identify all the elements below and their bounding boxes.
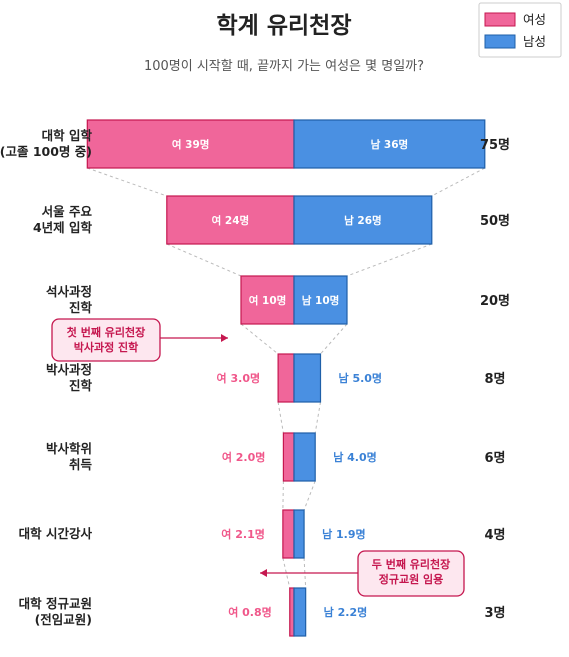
stage-label: 대학 정규교원 (전임교원) xyxy=(19,596,92,627)
stage-label-line: 박사과정 xyxy=(46,362,92,377)
connector-left xyxy=(166,243,242,277)
callout-text-line: 첫 번째 유리천장 xyxy=(67,325,146,339)
stage-1: 여 39명 남 36명 대학 입학 (고졸 100명 중) 75명 xyxy=(0,119,510,169)
stage-4: 여 3.0명 남 5.0명 박사과정 진학 8명 xyxy=(46,353,506,403)
bar-label-female: 여 24명 xyxy=(212,214,250,227)
stage-label-line: 대학 시간강사 xyxy=(19,526,93,541)
legend-swatch-male xyxy=(484,34,516,49)
bar-female xyxy=(166,195,295,245)
callout-box xyxy=(51,318,161,362)
bar-label-female: 여 2.0명 xyxy=(222,450,266,464)
bar-male xyxy=(293,509,305,559)
bar-label-male: 남 4.0명 xyxy=(333,450,377,464)
callout-2: 두 번째 유리천장 정규교원 임용 xyxy=(260,550,465,597)
stage-3: 여 10명 남 10명 석사과정 진학 20명 xyxy=(46,275,510,325)
bar-male xyxy=(293,353,322,403)
stage-label: 석사과정 진학 xyxy=(46,284,93,315)
connector-right xyxy=(431,167,486,197)
legend-label-male: 남성 xyxy=(523,34,546,49)
stage-label: 박사학위 취득 xyxy=(46,441,93,472)
stage-total: 4명 xyxy=(484,527,505,543)
connector-left xyxy=(282,480,284,511)
connector-left xyxy=(282,557,291,589)
bar-label-female: 여 0.8명 xyxy=(228,605,272,619)
stage-label: 박사과정 진학 xyxy=(46,362,93,393)
bar-female xyxy=(240,275,295,325)
stage-6: 여 2.1명 남 1.9명 대학 시간강사 4명 xyxy=(19,509,506,559)
stage-label-line: 진학 xyxy=(69,300,93,315)
stage-label-line: 취득 xyxy=(69,457,93,472)
bar-label-female: 여 3.0명 xyxy=(217,371,261,385)
connector-left xyxy=(277,401,284,434)
bar-label-male: 남 1.9명 xyxy=(322,527,366,541)
callout-text-line: 정규교원 임용 xyxy=(379,572,444,586)
stage-label-line: 4년제 입학 xyxy=(33,220,93,235)
callout-box xyxy=(357,550,465,597)
stage-label: 대학 시간강사 xyxy=(19,526,93,541)
stage-label-line: (전임교원) xyxy=(35,612,92,627)
bar-label-female: 여 39명 xyxy=(172,138,210,151)
bar-female xyxy=(277,353,295,403)
stage-label-line: (고졸 100명 중) xyxy=(0,144,92,159)
connector-right xyxy=(303,557,307,589)
legend-swatch-female xyxy=(484,12,516,27)
stage-total: 50명 xyxy=(480,213,510,229)
bar-female xyxy=(289,587,295,637)
connector-right xyxy=(314,401,321,434)
callout-text: 두 번째 유리천장 정규교원 임용 xyxy=(372,557,451,586)
legend: 여성 남성 xyxy=(478,2,562,58)
stage-label-line: 서울 주요 xyxy=(42,204,93,219)
stage-total: 8명 xyxy=(484,371,505,387)
stage-label-line: 대학 입학 xyxy=(42,128,93,143)
bar-male xyxy=(293,195,433,245)
bar-female xyxy=(282,432,295,482)
funnel-connectors xyxy=(87,167,486,589)
bar-label-male: 남 2.2명 xyxy=(324,605,368,619)
bar-male xyxy=(293,119,486,169)
stage-total: 20명 xyxy=(480,293,510,309)
bar-label-female: 여 2.1명 xyxy=(221,527,265,541)
stage-label-line: 진학 xyxy=(69,378,93,393)
callout-1: 첫 번째 유리천장 박사과정 진학 xyxy=(51,318,228,362)
bar-male xyxy=(293,587,307,637)
chart-title: 학계 유리천장 xyxy=(217,13,352,39)
callout-text-line: 두 번째 유리천장 xyxy=(372,557,451,571)
connector-right xyxy=(346,243,432,277)
stage-label: 대학 입학 (고졸 100명 중) xyxy=(0,128,92,159)
chart-subtitle: 100명이 시작할 때, 끝까지 가는 여성은 몇 명일까? xyxy=(144,59,424,74)
stage-label: 서울 주요 4년제 입학 xyxy=(33,204,93,235)
callout-arrowhead-icon xyxy=(260,569,267,577)
bar-female xyxy=(86,119,295,169)
callout-text-line: 박사과정 진학 xyxy=(74,340,139,354)
connector-right xyxy=(320,323,348,355)
stage-7: 여 0.8명 남 2.2명 대학 정규교원 (전임교원) 3명 xyxy=(19,587,506,637)
stage-total: 6명 xyxy=(484,450,505,466)
bar-label-male: 남 5.0명 xyxy=(339,371,383,385)
stage-label-line: 대학 정규교원 xyxy=(19,596,92,611)
legend-label-female: 여성 xyxy=(523,12,546,27)
bar-label-male: 남 26명 xyxy=(344,214,382,227)
connector-right xyxy=(303,480,316,511)
callout-text: 첫 번째 유리천장 박사과정 진학 xyxy=(67,325,146,354)
connector-left xyxy=(87,167,167,197)
callout-arrowhead-icon xyxy=(221,334,228,342)
bar-label-male: 남 10명 xyxy=(302,294,340,307)
connector-left xyxy=(240,323,279,355)
stage-2: 여 24명 남 26명 서울 주요 4년제 입학 50명 xyxy=(33,195,510,245)
callouts: 첫 번째 유리천장 박사과정 진학두 번째 유리천장 정규교원 임용 xyxy=(51,318,465,597)
bar-label-female: 여 10명 xyxy=(249,294,287,307)
bar-female xyxy=(282,509,295,559)
legend-box xyxy=(478,2,562,58)
bar-label-male: 남 36명 xyxy=(371,138,409,151)
stage-total: 75명 xyxy=(480,137,510,153)
stage-label-line: 박사학위 xyxy=(46,441,92,456)
stage-label-line: 석사과정 xyxy=(46,284,92,299)
bar-male xyxy=(293,432,316,482)
stage-total: 3명 xyxy=(484,605,505,621)
bar-male xyxy=(293,275,348,325)
stage-5: 여 2.0명 남 4.0명 박사학위 취득 6명 xyxy=(46,432,506,482)
